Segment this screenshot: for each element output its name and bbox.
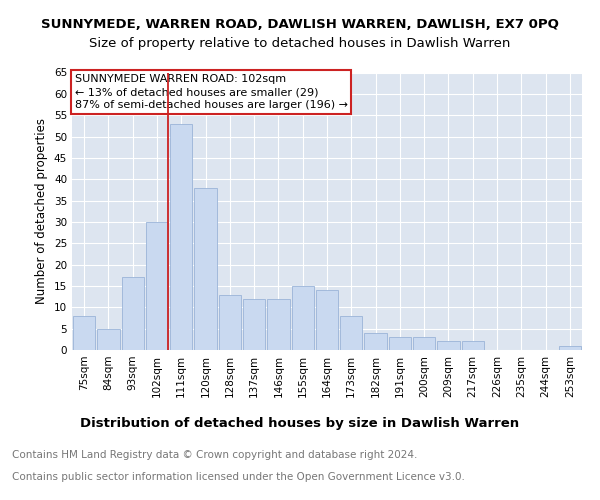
Bar	[170, 124, 193, 350]
Text: Contains public sector information licensed under the Open Government Licence v3: Contains public sector information licen…	[12, 472, 465, 482]
Y-axis label: Number of detached properties: Number of detached properties	[35, 118, 49, 304]
Bar	[243, 299, 265, 350]
Bar	[461, 342, 484, 350]
Bar	[146, 222, 168, 350]
Bar	[267, 299, 290, 350]
Bar	[340, 316, 362, 350]
Text: Size of property relative to detached houses in Dawlish Warren: Size of property relative to detached ho…	[89, 38, 511, 51]
Text: SUNNYMEDE WARREN ROAD: 102sqm
← 13% of detached houses are smaller (29)
87% of s: SUNNYMEDE WARREN ROAD: 102sqm ← 13% of d…	[74, 74, 347, 110]
Bar	[316, 290, 338, 350]
Bar	[97, 328, 119, 350]
Bar	[413, 337, 436, 350]
Text: SUNNYMEDE, WARREN ROAD, DAWLISH WARREN, DAWLISH, EX7 0PQ: SUNNYMEDE, WARREN ROAD, DAWLISH WARREN, …	[41, 18, 559, 30]
Bar	[73, 316, 95, 350]
Bar	[389, 337, 411, 350]
Bar	[122, 278, 144, 350]
Bar	[437, 342, 460, 350]
Bar	[292, 286, 314, 350]
Text: Distribution of detached houses by size in Dawlish Warren: Distribution of detached houses by size …	[80, 418, 520, 430]
Bar	[559, 346, 581, 350]
Bar	[194, 188, 217, 350]
Text: Contains HM Land Registry data © Crown copyright and database right 2024.: Contains HM Land Registry data © Crown c…	[12, 450, 418, 460]
Bar	[218, 294, 241, 350]
Bar	[364, 333, 387, 350]
